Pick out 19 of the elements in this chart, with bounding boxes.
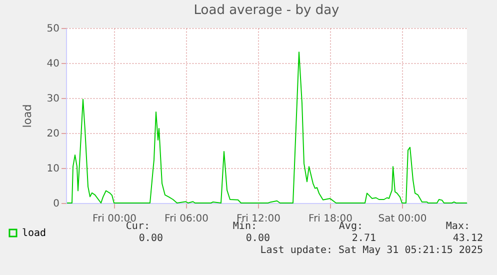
y-tick-label: 20 xyxy=(46,128,60,140)
text: Last update: Sat May 31 05:21:15 2025 xyxy=(260,245,483,256)
y-tick-label: 30 xyxy=(46,94,60,104)
text: Max: xyxy=(446,221,470,232)
text: 2.71 xyxy=(352,233,376,244)
text: 43.12 xyxy=(452,233,483,244)
y-tick-label: 10 xyxy=(46,164,60,174)
text: 0.00 xyxy=(246,233,270,244)
x-tick-label: Fri 06:00 xyxy=(164,214,208,224)
chart-title: Load average - by day xyxy=(194,3,340,18)
x-tick-label: Sat 00:00 xyxy=(378,214,427,224)
text: 0.00 xyxy=(138,233,163,244)
y-tick-label: 50 xyxy=(46,24,60,34)
y-tick-label: 0 xyxy=(53,198,60,210)
text: Avg: xyxy=(338,221,363,232)
legend-label: load xyxy=(22,228,46,239)
y-tick-label: 40 xyxy=(46,58,60,70)
y-axis-title: load xyxy=(20,104,34,128)
text: Cur: xyxy=(126,221,150,232)
